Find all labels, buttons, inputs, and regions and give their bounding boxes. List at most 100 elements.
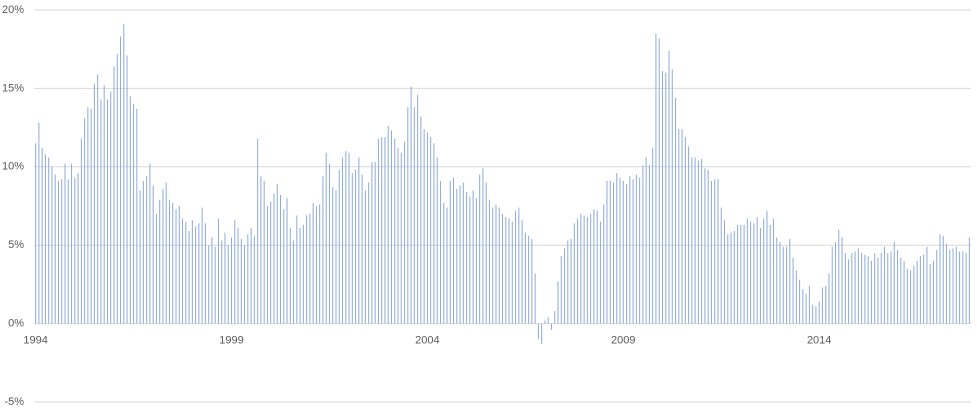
bar [632, 179, 634, 324]
bar [103, 85, 105, 324]
bar [939, 234, 941, 324]
bar [443, 202, 445, 324]
bar [371, 162, 373, 324]
bar [237, 227, 239, 324]
bar [286, 198, 288, 324]
bar [84, 118, 86, 324]
bar [449, 180, 451, 324]
bar [550, 323, 552, 330]
bar [361, 174, 363, 324]
bar [276, 184, 278, 324]
bar [694, 157, 696, 324]
bar [178, 206, 180, 324]
bar [906, 268, 908, 324]
bar [675, 97, 677, 324]
bar [867, 256, 869, 324]
bar [57, 180, 59, 324]
bar [717, 179, 719, 324]
bar [211, 237, 213, 324]
bar [488, 199, 490, 324]
bar [106, 99, 108, 324]
bar [71, 163, 73, 324]
bar [932, 260, 934, 324]
bar [97, 74, 99, 324]
bar [279, 195, 281, 324]
bar [325, 152, 327, 324]
bar [479, 174, 481, 324]
bar [537, 323, 539, 340]
bar [766, 210, 768, 324]
bar [564, 248, 566, 324]
bar [182, 218, 184, 324]
bar [87, 107, 89, 324]
bar [697, 160, 699, 324]
bar [482, 168, 484, 324]
bar [446, 207, 448, 324]
bar [671, 69, 673, 324]
bar [648, 165, 650, 324]
bar [195, 226, 197, 324]
bar [763, 218, 765, 324]
bar [146, 176, 148, 324]
bar [312, 202, 314, 324]
bar [74, 177, 76, 324]
bar [263, 180, 265, 324]
bar [730, 232, 732, 324]
bar [622, 180, 624, 324]
bar [593, 209, 595, 324]
bar [544, 320, 546, 324]
bar [407, 107, 409, 324]
bar [818, 301, 820, 324]
bar [168, 199, 170, 324]
bar [423, 129, 425, 324]
bar [466, 191, 468, 324]
x-tick-label: 1999 [219, 335, 243, 347]
bar [498, 207, 500, 324]
bar [877, 257, 879, 324]
bar [968, 237, 970, 324]
bar [309, 213, 311, 324]
bar [701, 158, 703, 324]
bar [266, 206, 268, 324]
bar [247, 234, 249, 324]
bar [400, 152, 402, 324]
bar [364, 190, 366, 324]
bar [710, 180, 712, 324]
bar [629, 176, 631, 324]
bar [707, 169, 709, 324]
bar [244, 245, 246, 324]
bar [759, 227, 761, 324]
bar [459, 185, 461, 324]
bar [965, 253, 967, 324]
bar [116, 53, 118, 324]
bar [570, 238, 572, 324]
bar [51, 166, 53, 324]
x-tick-label: 2004 [415, 335, 439, 347]
bar [35, 143, 37, 324]
bar [740, 224, 742, 324]
bar [812, 304, 814, 324]
bar [250, 227, 252, 324]
y-tick-label: 0% [8, 318, 24, 330]
bar [387, 126, 389, 324]
bar [531, 238, 533, 324]
bar [120, 36, 122, 324]
bar [642, 165, 644, 324]
bar [851, 253, 853, 324]
bar [861, 253, 863, 324]
bar [390, 130, 392, 324]
bar [554, 311, 556, 324]
bar [733, 231, 735, 324]
bar [41, 147, 43, 324]
bar [750, 221, 752, 324]
bar [430, 137, 432, 324]
bar [502, 213, 503, 324]
bar [815, 306, 817, 324]
bar [929, 264, 931, 324]
bar [534, 273, 536, 324]
bar [328, 163, 330, 324]
bar [420, 116, 422, 324]
bar [273, 193, 275, 324]
bar [77, 173, 79, 324]
